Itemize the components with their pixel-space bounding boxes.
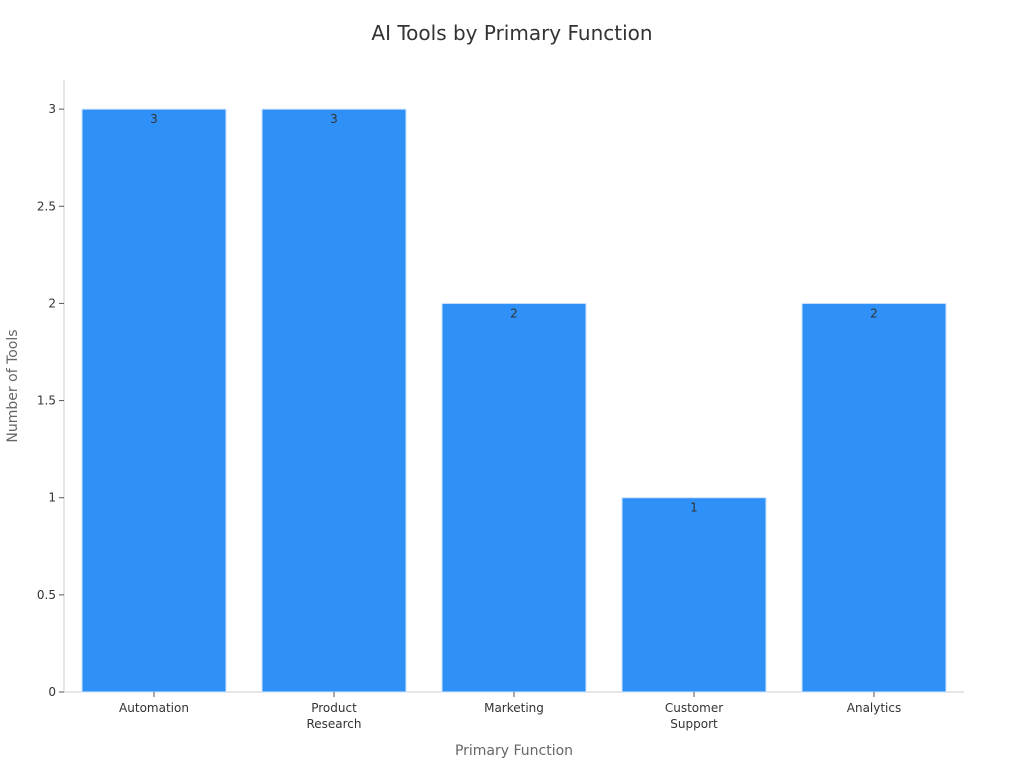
x-tick-label: Product Research (306, 701, 361, 731)
x-tick-label: Automation (119, 701, 189, 715)
bar (621, 497, 767, 693)
bar (801, 302, 947, 693)
y-tick-label: 1 (48, 491, 56, 505)
x-tick-label: Marketing (484, 701, 544, 715)
bar-data-label: 2 (510, 306, 518, 320)
y-axis-label: Number of Tools (5, 329, 21, 442)
x-tick-label-line: Customer (665, 701, 723, 715)
x-tick-label-line: Research (306, 717, 361, 731)
chart-title: AI Tools by Primary Function (371, 21, 652, 45)
y-tick-label: 2 (48, 296, 56, 310)
x-axis-label: Primary Function (455, 743, 573, 759)
y-tick-label: 1.5 (37, 394, 56, 408)
x-axis-ticks: Automation Product Research Marketing Custom… (119, 692, 901, 731)
x-tick-label-line: Marketing (484, 701, 544, 715)
bar-data-label: 3 (150, 112, 158, 126)
bar (81, 108, 227, 693)
y-axis-ticks: 0 0.5 1 1.5 2 2.5 3 (37, 102, 64, 699)
y-tick-label: 0.5 (37, 588, 56, 602)
x-tick-label-line: Product (311, 701, 357, 715)
y-tick-label: 0 (48, 685, 56, 699)
x-tick-label-line: Automation (119, 701, 189, 715)
x-tick-label-line: Support (670, 717, 718, 731)
x-tick-label: Analytics (847, 701, 902, 715)
bar-data-label: 3 (330, 112, 338, 126)
bar (441, 302, 587, 693)
bars-group (81, 108, 947, 693)
x-tick-label: Customer Support (665, 701, 723, 731)
bar-data-label: 1 (690, 501, 698, 515)
y-tick-label: 2.5 (37, 199, 56, 213)
x-tick-label-line: Analytics (847, 701, 902, 715)
y-tick-label: 3 (48, 102, 56, 116)
bar-labels-group: 3 3 2 1 2 (150, 112, 878, 515)
bar-data-label: 2 (870, 306, 878, 320)
bar (261, 108, 407, 693)
